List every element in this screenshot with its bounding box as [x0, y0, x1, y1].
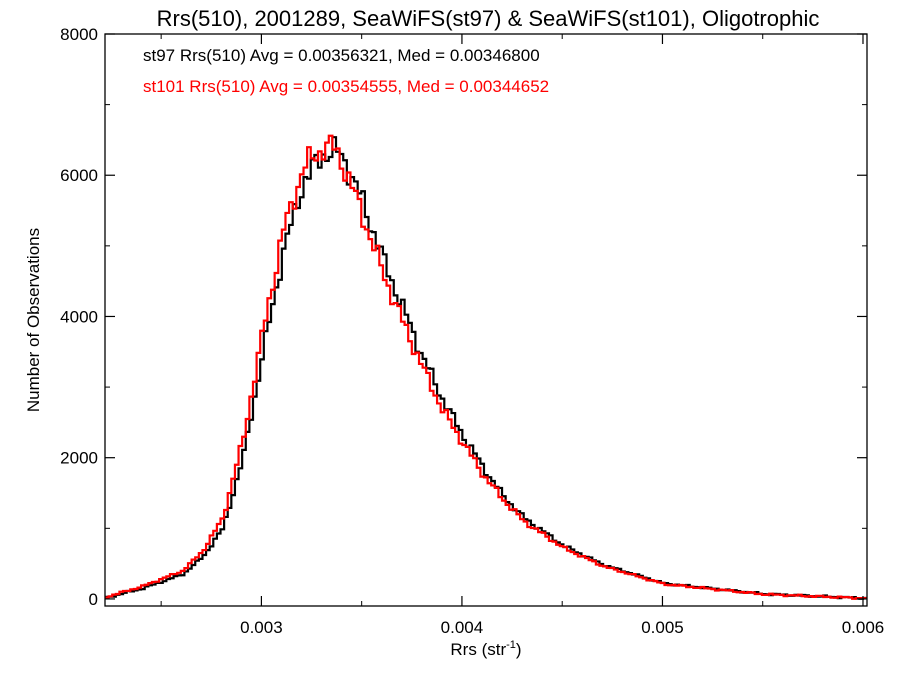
y-tick-label: 6000: [60, 166, 98, 185]
x-tick-label: 0.006: [842, 618, 885, 637]
series-line-1: [105, 134, 867, 600]
chart-title: Rrs(510), 2001289, SeaWiFS(st97) & SeaWi…: [157, 6, 820, 31]
y-tick-label: 8000: [60, 25, 98, 44]
x-tick-label: 0.005: [641, 618, 684, 637]
series-line-0: [105, 136, 867, 600]
legend-entry-st101: st101 Rrs(510) Avg = 0.00354555, Med = 0…: [143, 77, 549, 96]
x-axis: 0.003 0.004 0.005 0.006: [160, 34, 885, 637]
x-axis-label: Rrs (str-1): [450, 639, 521, 659]
plot-frame: [104, 33, 868, 607]
series-layer: [105, 134, 867, 600]
y-axis: 0 2000 4000 6000 8000: [60, 25, 867, 609]
y-tick-label: 2000: [60, 449, 98, 468]
x-axis-label-main: Rrs (str: [450, 640, 506, 659]
legend: st97 Rrs(510) Avg = 0.00356321, Med = 0.…: [143, 46, 549, 96]
y-axis-label: Number of Observations: [24, 228, 43, 412]
x-axis-label-close: ): [516, 640, 522, 659]
y-tick-label: 4000: [60, 307, 98, 326]
x-tick-label: 0.004: [441, 618, 484, 637]
x-tick-label: 0.003: [240, 618, 283, 637]
legend-entry-st97: st97 Rrs(510) Avg = 0.00356321, Med = 0.…: [143, 46, 540, 65]
x-axis-label-superscript: -1: [506, 639, 516, 651]
y-tick-label: 0: [89, 590, 98, 609]
